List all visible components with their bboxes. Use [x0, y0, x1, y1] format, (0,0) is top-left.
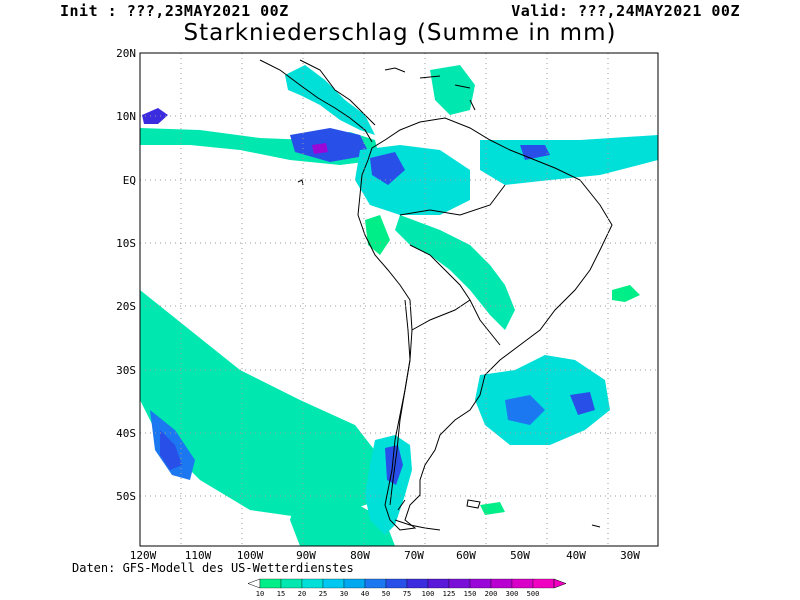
lat-tick-label: 10N [116, 110, 136, 123]
precip-area-south-atlantic [475, 355, 610, 445]
coastlines [259, 59, 613, 531]
legend-level-label: 15 [277, 590, 285, 598]
precip-area-colombia-core [370, 152, 405, 185]
legend-level-label: 75 [403, 590, 411, 598]
precip-area-guianas-core [520, 145, 550, 160]
legend-level-label: 100 [422, 590, 435, 598]
legend-swatch [532, 578, 555, 589]
coastline-tierra-del-fuego [394, 499, 441, 531]
precip-area-south-pacific [290, 485, 395, 546]
data-source-note: Daten: GFS-Modell des US-Wetterdienstes [72, 561, 354, 575]
lon-tick-label: 80W [350, 549, 370, 562]
legend-swatch [301, 578, 324, 589]
border-andes [389, 299, 411, 506]
coastline-caribbean-islands [384, 67, 476, 111]
legend-level-label: 150 [464, 590, 477, 598]
legend-level-label: 30 [340, 590, 348, 598]
lat-tick-label: EQ [123, 174, 136, 187]
legend-arrow-low [247, 578, 261, 589]
map-title: Starkniederschlag (Summe in mm) [183, 20, 617, 46]
init-time-label: Init : ???,23MAY2021 00Z [60, 2, 289, 20]
legend-swatch [343, 578, 366, 589]
lat-tick-label: 10S [116, 237, 136, 250]
legend-level-label: 20 [298, 590, 306, 598]
lon-tick-label: 90W [296, 549, 316, 562]
lon-tick-label: 70W [404, 549, 424, 562]
precip-area-central-america [285, 65, 375, 135]
legend-level-label: 125 [443, 590, 456, 598]
valid-time-label: Valid: ???,24MAY2021 00Z [511, 2, 740, 20]
legend-swatch [406, 578, 429, 589]
legend-level-label: 50 [382, 590, 390, 598]
legend-arrow-high [553, 578, 567, 589]
lon-tick-label: 40W [566, 549, 586, 562]
legend-swatch [259, 578, 282, 589]
precip-area-itcz-pacific-core [290, 128, 370, 162]
legend-level-label: 500 [527, 590, 540, 598]
legend-level-label: 40 [361, 590, 369, 598]
coastline-south-georgia [591, 524, 601, 528]
legend-level-label: 25 [319, 590, 327, 598]
lon-tick-label: 60W [456, 549, 476, 562]
precip-area-south-atlantic-core2 [570, 392, 595, 415]
coastline-falklands [466, 499, 481, 509]
color-legend: 10 15 20 25 30 40 50 75 100 125 150 200 300 500 [247, 578, 567, 598]
lon-axis: 120W 110W 100W 90W 80W 70W 60W 50W 40W 3… [130, 549, 641, 562]
border-interior-2 [409, 244, 501, 346]
precip-area-caribbean [430, 65, 475, 115]
precip-area-atlantic-patch-2 [480, 502, 505, 515]
lon-tick-label: 110W [185, 549, 212, 562]
precipitation-fields [140, 65, 658, 546]
legend-level-label: 10 [256, 590, 264, 598]
lat-tick-label: 20S [116, 300, 136, 313]
precip-area-south-atlantic-core [505, 395, 545, 425]
legend-level-label: 200 [485, 590, 498, 598]
coastline-central-america-north [299, 59, 376, 126]
coastline-south-america [357, 117, 613, 531]
lat-tick-label: 40S [116, 427, 136, 440]
border-interior-1 [399, 184, 506, 216]
legend-swatch [427, 578, 450, 589]
legend-swatch [511, 578, 534, 589]
lon-tick-label: 100W [237, 549, 264, 562]
precip-area-atlantic-patch [612, 285, 640, 302]
border-interior-3 [411, 299, 471, 331]
map-frame [139, 52, 659, 547]
precip-area-pacific-nw-core2 [160, 430, 182, 470]
precip-area-pacific-nw [140, 290, 390, 520]
lon-tick-label: 50W [510, 549, 530, 562]
legend-swatch [280, 578, 303, 589]
precip-area-chile-core [385, 445, 403, 485]
precip-area-itcz-pacific-peak [312, 143, 328, 154]
lat-axis: 20N 10N EQ 10S 20S 30S 40S 50S [116, 47, 136, 503]
lat-tick-label: 30S [116, 364, 136, 377]
legend-swatch [322, 578, 345, 589]
coastline-central-america [259, 59, 373, 143]
lat-tick-label: 50S [116, 490, 136, 503]
legend-swatch [490, 578, 513, 589]
precip-area-peru [365, 215, 390, 255]
legend-swatch [364, 578, 387, 589]
legend-level-label: 300 [506, 590, 519, 598]
map-gridlines [140, 53, 658, 546]
lon-tick-label: 120W [130, 549, 157, 562]
lon-tick-label: 30W [620, 549, 640, 562]
lat-tick-label: 20N [116, 47, 136, 60]
legend-swatch [448, 578, 471, 589]
legend-swatch [385, 578, 408, 589]
legend-swatch [469, 578, 492, 589]
